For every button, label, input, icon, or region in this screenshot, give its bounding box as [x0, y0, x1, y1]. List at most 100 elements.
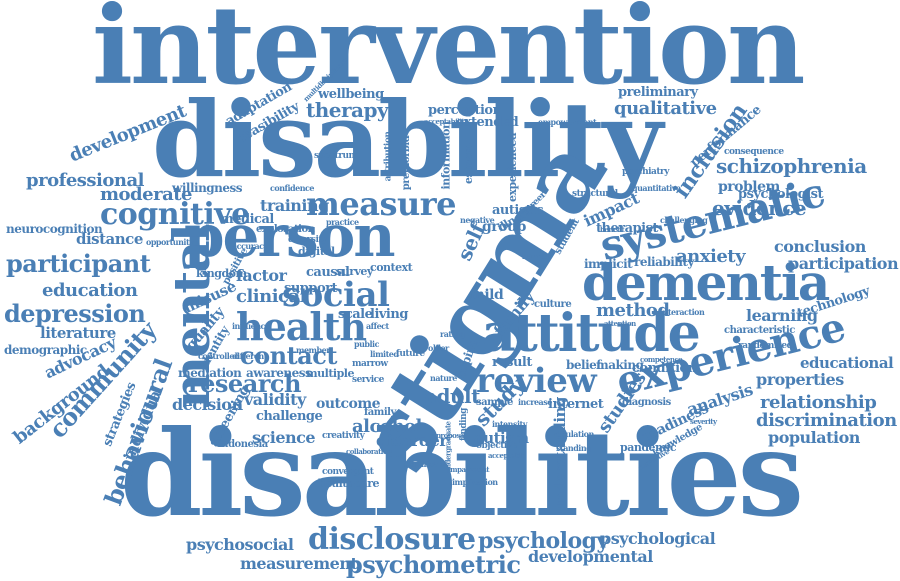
word-future: future: [396, 349, 425, 359]
word-dementia: dementia: [582, 253, 830, 312]
word-esteem: esteem: [461, 143, 475, 184]
word-sample: sample: [476, 397, 513, 408]
word-implicit: implicit: [584, 257, 633, 271]
word-measurement: measurement: [240, 554, 358, 573]
word-culture: culture: [534, 299, 572, 310]
word-anxiety: anxiety: [676, 246, 746, 267]
word-pandemic: pandemic: [620, 441, 677, 454]
word-information: information: [439, 121, 453, 190]
word-intervention: intervention: [92, 0, 806, 109]
word-conclusion: conclusion: [774, 237, 866, 256]
word-psychology: psychology: [478, 528, 609, 554]
word-learning: learning: [746, 306, 818, 325]
word-belief: belief: [566, 358, 601, 372]
word-interaction: interaction: [660, 307, 705, 317]
word-collaboration: collaboration: [346, 447, 392, 456]
word-consequence: consequence: [724, 147, 784, 157]
word-factor: factor: [236, 266, 287, 285]
word-premorbid: premorbid: [401, 135, 413, 191]
word-support: support: [284, 281, 337, 296]
word-science: science: [252, 428, 316, 447]
word-barrier: barrier: [522, 251, 551, 261]
word-controlled: controlled: [198, 351, 240, 361]
word-diversity: diversity: [288, 235, 327, 245]
word-competence: competence: [640, 355, 683, 364]
word-confidence: confidence: [270, 183, 314, 193]
word-educational: educational: [800, 354, 894, 372]
word-digital: digital: [298, 245, 335, 258]
word-psychologist: psychologist: [738, 187, 823, 202]
word-professional: professional: [26, 170, 144, 191]
word-indonesia: indonesia: [218, 439, 268, 450]
word-making: making: [596, 358, 644, 372]
word-practice: practice: [326, 217, 359, 227]
word-developmental: developmental: [528, 547, 653, 566]
word-scale: scale: [338, 307, 373, 322]
word-research: research: [188, 369, 301, 398]
word-adult: adult: [424, 384, 480, 408]
word-group: group: [482, 219, 526, 235]
word-demographic: demographic: [4, 343, 87, 357]
word-properties: properties: [756, 370, 844, 389]
word-disclosure: disclosure: [308, 522, 476, 557]
word-participation: participation: [788, 254, 899, 273]
word-characteristic: characteristic: [724, 325, 795, 336]
word-public: public: [354, 339, 379, 349]
word-nature: nature: [430, 373, 457, 383]
word-neurocognition: neurocognition: [6, 222, 103, 236]
word-experienced: experienced: [506, 132, 520, 203]
word-autism: autism: [474, 429, 529, 447]
word-psychosocial: psychosocial: [186, 535, 294, 554]
word-member: member: [296, 345, 330, 355]
word-implication: implication: [452, 477, 498, 487]
word-impairment: impairment: [448, 465, 490, 474]
word-willingness: willingness: [172, 181, 243, 195]
word-qualitative: qualitative: [614, 98, 717, 119]
word-therapist: therapist: [596, 221, 658, 236]
word-awareness: awareness: [246, 366, 312, 380]
word-literature: literature: [40, 324, 116, 342]
word-reliability: reliability: [634, 255, 694, 269]
word-psychometric: psychometric: [346, 550, 521, 579]
word-contact: contact: [240, 341, 337, 370]
word-perception: perception: [428, 103, 502, 118]
word-social: social: [282, 275, 390, 315]
word-standing: standing: [556, 443, 592, 453]
word-diagnosis: diagnosis: [622, 397, 671, 408]
word-result: result: [492, 355, 532, 370]
word-distance: distance: [76, 230, 143, 248]
word-exploration: exploration: [256, 224, 315, 235]
word-severity: severity: [690, 417, 717, 426]
word-influence: influence: [232, 321, 270, 331]
word-increase: increase: [518, 397, 552, 407]
word-psychiatry: psychiatry: [622, 167, 670, 177]
word-discrimination: discrimination: [756, 410, 897, 431]
word-marrow: marrow: [352, 359, 388, 369]
word-structural: structural: [572, 189, 618, 199]
word-condition: condition: [632, 361, 697, 376]
word-rating: rating: [440, 329, 465, 339]
word-evidence: evidence: [712, 196, 807, 220]
word-participant: participant: [6, 249, 151, 278]
word-empowerment: empowerment: [538, 117, 597, 127]
word-autistic: autistic: [492, 203, 544, 218]
word-relationship: relationship: [760, 392, 877, 413]
word-alcohol: alcohol: [352, 416, 422, 437]
word-education: education: [42, 280, 138, 301]
word-internet: internet: [548, 397, 604, 412]
word-population: population: [768, 428, 860, 447]
word-quantitative: quantitative: [632, 183, 681, 193]
word-medical: medical: [220, 212, 274, 227]
word-survey: survey: [336, 265, 373, 278]
word-extended: extended: [456, 115, 519, 130]
word-person: person: [184, 202, 396, 270]
word-context: context: [370, 261, 413, 274]
word-affect: affect: [366, 321, 389, 331]
word-challenge: challenge: [256, 409, 323, 424]
word-objective: objective: [476, 441, 517, 451]
word-regulation: regulation: [552, 429, 594, 439]
word-mild: mild: [470, 287, 504, 303]
word-schizophrenia: schizophrenia: [716, 154, 867, 178]
word-decision: decision: [172, 395, 243, 414]
